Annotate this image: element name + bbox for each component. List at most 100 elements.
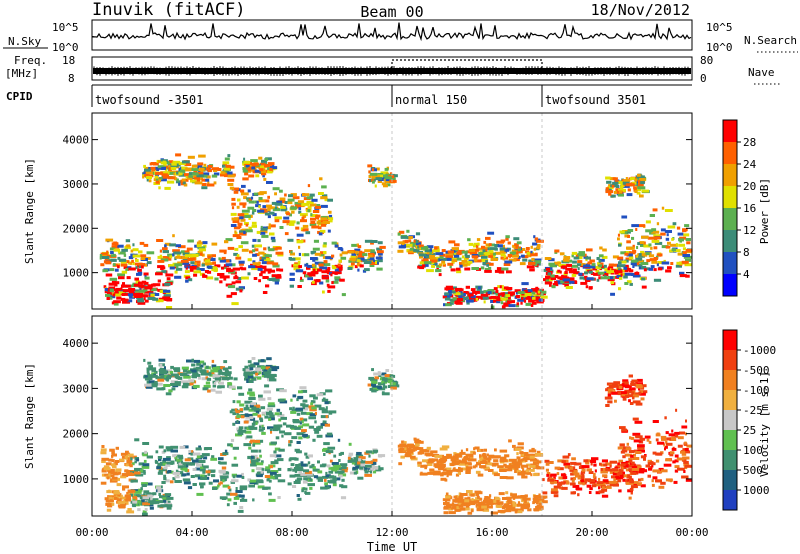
data-cell: [423, 464, 428, 468]
data-cell: [459, 262, 462, 266]
data-cell: [199, 268, 205, 271]
data-cell: [559, 277, 565, 281]
data-cell: [308, 273, 316, 277]
data-cell: [470, 288, 476, 292]
data-cell: [243, 157, 246, 161]
data-cell: [682, 251, 687, 255]
data-cell: [604, 396, 613, 400]
data-cell: [605, 462, 612, 466]
data-cell: [564, 474, 567, 478]
data-cell: [154, 166, 162, 170]
data-cell: [479, 497, 483, 501]
data-cell: [505, 294, 510, 298]
data-cell: [113, 491, 121, 495]
data-cell: [337, 263, 341, 267]
data-cell: [111, 476, 118, 480]
data-cell: [228, 366, 232, 370]
data-cell: [155, 272, 163, 276]
data-cell: [213, 479, 219, 483]
data-cell: [487, 291, 492, 295]
data-cell: [505, 235, 510, 239]
data-cell: [290, 463, 295, 467]
data-cell: [234, 408, 238, 412]
data-cell: [123, 500, 129, 504]
data-cell: [265, 157, 272, 161]
data-cell: [334, 268, 342, 272]
data-cell: [302, 193, 310, 197]
data-cell: [302, 202, 310, 206]
data-cell: [320, 196, 328, 200]
data-cell: [500, 301, 504, 305]
data-cell: [510, 293, 513, 297]
data-cell: [608, 480, 617, 484]
data-cell: [221, 171, 226, 175]
data-cell: [186, 370, 192, 374]
data-cell: [532, 289, 535, 293]
data-cell: [312, 268, 316, 272]
data-cell: [320, 486, 328, 490]
data-cell: [147, 494, 154, 498]
data-cell: [231, 217, 239, 221]
data-cell: [257, 369, 262, 373]
data-cell: [266, 181, 273, 184]
data-cell: [376, 250, 384, 254]
data-cell: [320, 217, 327, 221]
data-cell: [275, 275, 282, 279]
data-cell: [134, 262, 143, 266]
data-cell: [307, 264, 313, 268]
data-cell: [679, 236, 687, 240]
data-cell: [254, 244, 262, 248]
cpid-label: CPID: [6, 90, 33, 103]
data-cell: [404, 447, 407, 451]
data-cell: [210, 388, 216, 392]
data-cell: [172, 253, 175, 257]
data-cell: [192, 461, 199, 465]
data-cell: [193, 270, 201, 274]
data-cell: [297, 260, 301, 264]
data-cell: [243, 443, 252, 447]
data-cell: [266, 258, 271, 262]
data-cell: [172, 249, 180, 253]
data-cell: [513, 237, 520, 241]
data-cell: [314, 430, 320, 434]
data-cell: [597, 482, 606, 486]
data-cell: [622, 379, 629, 383]
data-cell: [621, 393, 629, 397]
data-cell: [498, 270, 505, 274]
data-cell: [474, 446, 480, 450]
data-cell: [522, 497, 527, 501]
data-cell: [532, 242, 538, 246]
data-cell: [162, 459, 167, 463]
data-cell: [158, 369, 167, 372]
data-cell: [486, 263, 489, 267]
data-cell: [577, 476, 581, 480]
data-cell: [206, 377, 212, 381]
data-cell: [183, 375, 191, 379]
data-cell: [103, 473, 111, 477]
data-cell: [289, 252, 295, 256]
data-cell: [546, 473, 549, 477]
data-cell: [649, 466, 653, 469]
data-cell: [305, 231, 311, 235]
data-cell: [624, 252, 629, 256]
data-cell: [156, 466, 161, 470]
x-tick-label: 04:00: [175, 526, 208, 539]
data-cell: [298, 245, 301, 249]
data-cell: [309, 413, 317, 417]
data-cell: [630, 471, 637, 475]
data-cell: [678, 243, 685, 247]
data-cell: [165, 500, 168, 504]
data-cell: [458, 504, 463, 508]
data-cell: [243, 196, 247, 200]
data-cell: [448, 507, 453, 511]
data-cell: [456, 251, 463, 255]
data-cell: [163, 366, 166, 370]
data-cell: [465, 464, 469, 468]
data-cell: [245, 164, 250, 168]
data-cell: [378, 454, 383, 458]
data-cell: [249, 417, 256, 421]
data-cell: [632, 265, 635, 268]
data-cell: [144, 276, 150, 280]
data-cell: [415, 240, 419, 244]
data-cell: [626, 280, 632, 284]
